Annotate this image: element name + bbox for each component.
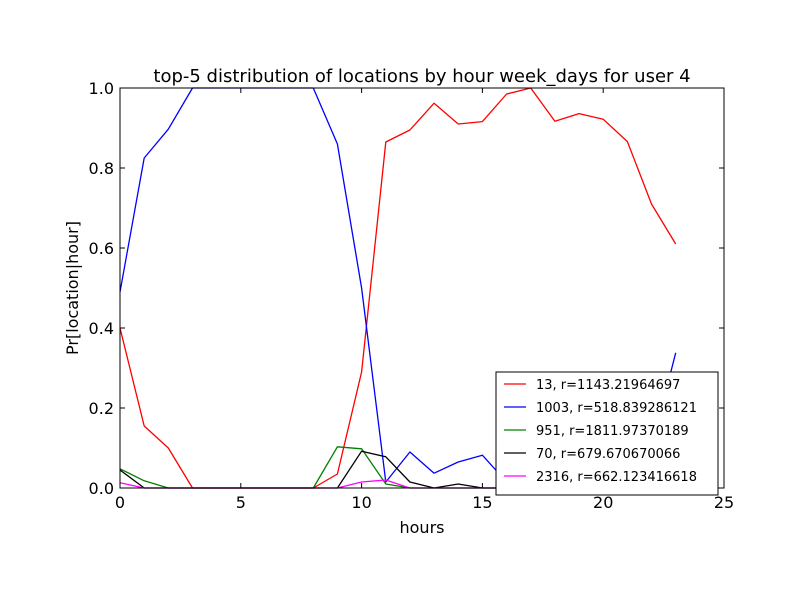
x-axis-label: hours [400, 518, 445, 537]
x-axis: 0 5 10 15 20 25 [115, 88, 734, 512]
y-tick-label: 1.0 [89, 79, 114, 98]
legend-label: 1003, r=518.839286121 [536, 401, 697, 416]
legend-label: 70, r=679.670670066 [536, 447, 680, 462]
y-tick-label: 0.2 [89, 399, 114, 418]
legend-label: 13, r=1143.21964697 [536, 378, 680, 393]
x-tick-label: 25 [714, 493, 734, 512]
legend-label: 2316, r=662.123416618 [536, 470, 697, 485]
x-tick-label: 0 [115, 493, 125, 512]
plot-frame [119, 87, 725, 489]
legend-box [495, 371, 719, 496]
y-tick-label: 0.0 [89, 479, 114, 498]
x-tick-label: 20 [593, 493, 613, 512]
x-tick-label: 5 [236, 493, 246, 512]
legend: 13, r=1143.21964697 1003, r=518.839286121… [495, 371, 719, 496]
y-tick-label: 0.6 [89, 239, 114, 258]
x-tick-label: 10 [351, 493, 371, 512]
y-tick-label: 0.8 [89, 159, 114, 178]
y-axis-label: Pr[location|hour] [63, 221, 82, 355]
x-tick-label: 15 [472, 493, 492, 512]
y-axis: 0.0 0.2 0.4 0.6 0.8 1.0 [89, 79, 724, 498]
chart-title: top-5 distribution of locations by hour … [153, 66, 690, 87]
y-tick-label: 0.4 [89, 319, 114, 338]
legend-label: 951, r=1811.97370189 [536, 424, 689, 439]
